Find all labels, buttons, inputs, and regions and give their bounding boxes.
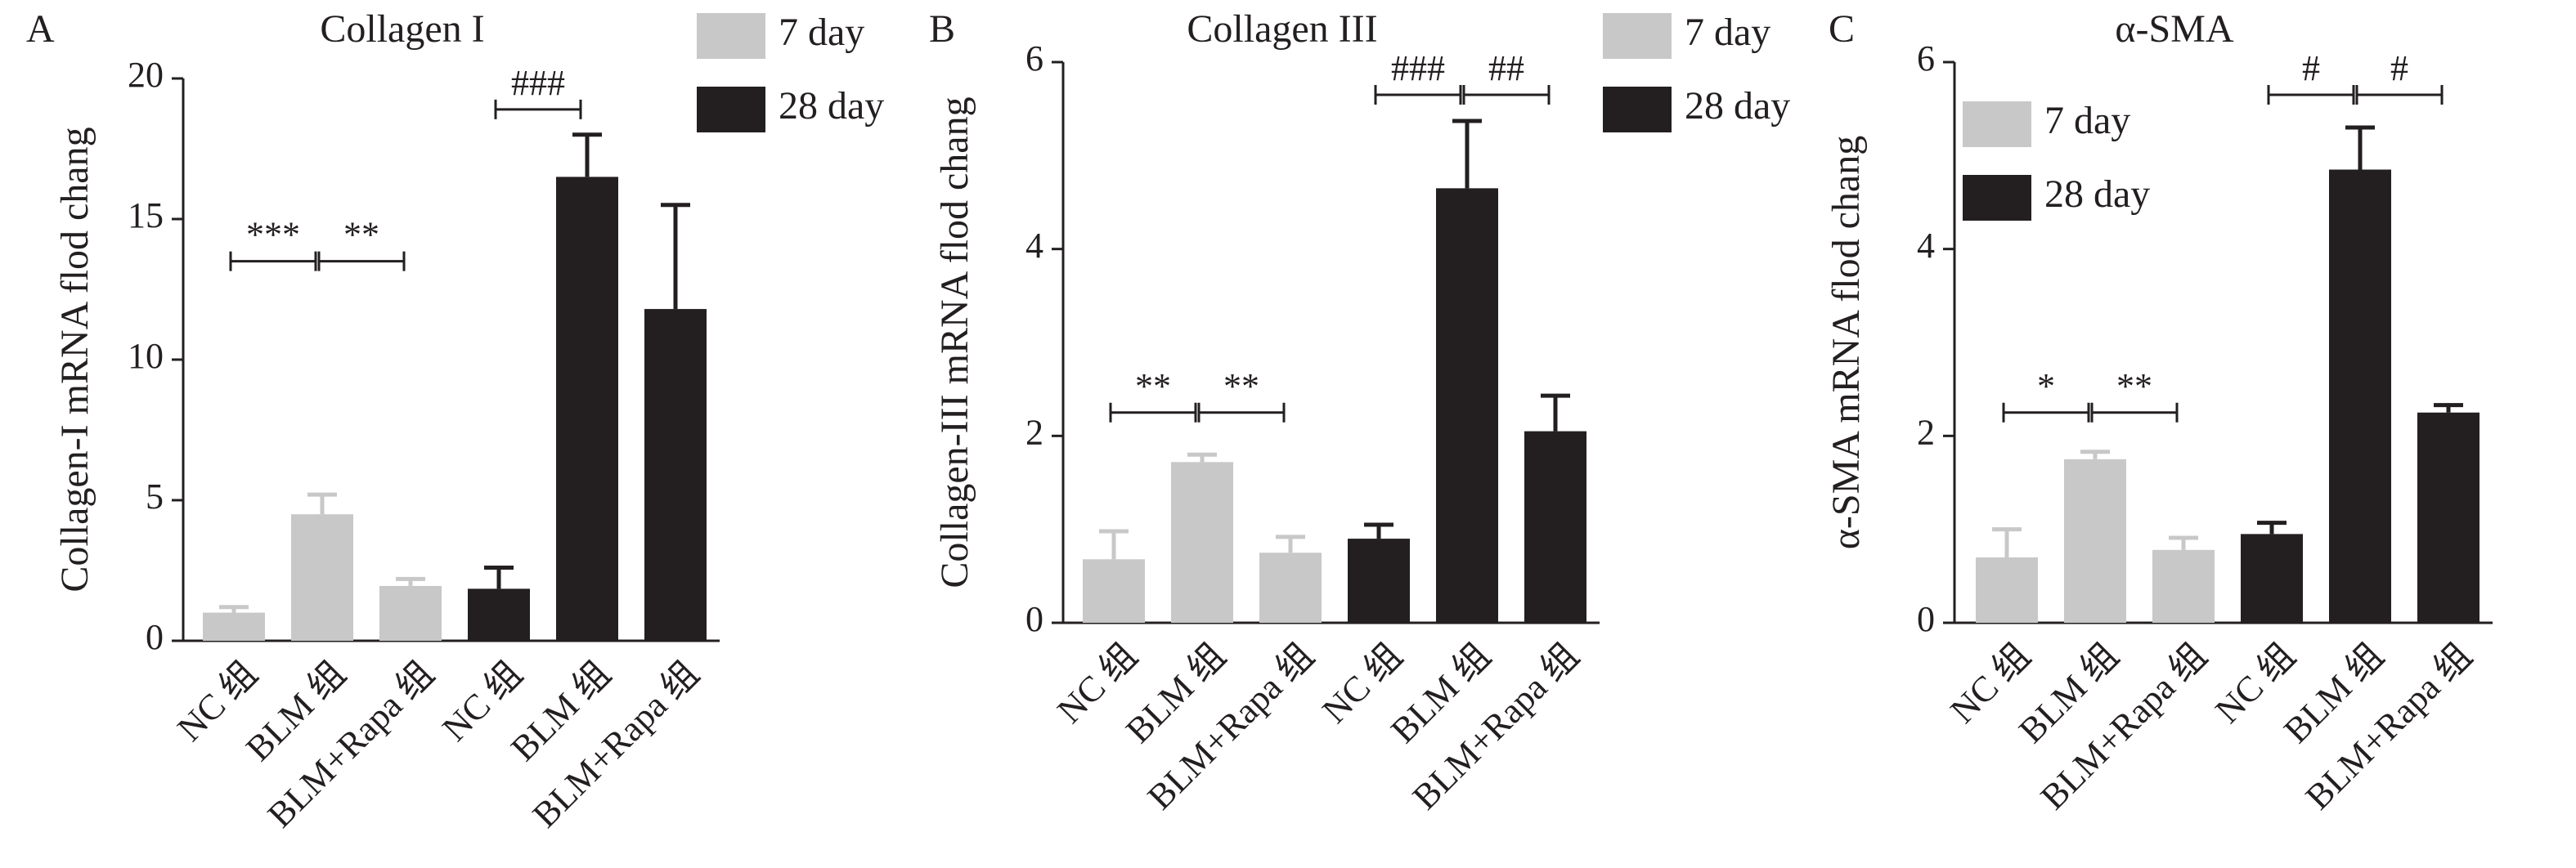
y-tick-label: 4 (1025, 226, 1043, 266)
bar (2064, 459, 2126, 623)
error-bar (484, 566, 514, 589)
significance-label: * (2037, 366, 2055, 406)
error-bar (1364, 522, 1393, 539)
error-bar (1276, 535, 1305, 553)
y-tick-label: 6 (1025, 38, 1043, 78)
legend-swatch (1603, 87, 1672, 132)
bar (1259, 553, 1322, 623)
bar (1348, 539, 1410, 623)
significance-bracket (2355, 85, 2444, 105)
y-tick-label: 10 (128, 336, 164, 376)
legend-swatch (697, 13, 765, 59)
y-tick-label: 2 (1917, 412, 1935, 452)
y-tick-label: 15 (128, 195, 164, 235)
y-axis-label: Collagen-III mRNA flod chang (933, 96, 976, 588)
significance-label: ** (1135, 366, 1171, 406)
significance-label: ### (1391, 48, 1445, 88)
significance-label: ** (2116, 366, 2152, 406)
legend-label: 7 day (2044, 99, 2130, 142)
legend-swatch (1963, 101, 2031, 147)
y-tick-label: 4 (1917, 226, 1935, 266)
error-bar (661, 203, 690, 310)
bar (379, 585, 442, 641)
legend-swatch (1603, 13, 1672, 59)
significance-label: ** (343, 215, 379, 255)
significance-bracket (1462, 85, 1551, 105)
bar (1083, 559, 1145, 623)
bar (644, 309, 707, 641)
y-axis-label: α-SMA mRNA flod chang (1824, 136, 1868, 549)
significance-bracket (317, 251, 406, 271)
significance-bracket (1109, 402, 1197, 423)
error-bar (2434, 403, 2463, 413)
error-bar (2345, 125, 2375, 170)
legend-label: 28 day (779, 84, 884, 128)
error-bar (2169, 535, 2198, 550)
bar (2329, 169, 2391, 623)
y-tick-label: 20 (128, 55, 164, 95)
error-bar (1452, 119, 1482, 189)
significance-bracket (2267, 85, 2355, 105)
panel-label: B (929, 7, 955, 51)
error-bar (396, 576, 425, 586)
significance-label: *** (246, 215, 300, 255)
error-bar (1992, 527, 2022, 557)
error-bar (1541, 393, 1570, 432)
error-bar (307, 492, 337, 515)
y-tick-label: 2 (1025, 412, 1043, 452)
error-bar (2080, 450, 2110, 459)
significance-bracket (2002, 402, 2090, 423)
error-bar (219, 605, 249, 613)
y-tick-label: 0 (1917, 599, 1935, 639)
bar (1436, 188, 1498, 624)
panel-label: A (26, 7, 55, 51)
error-bar (1187, 452, 1217, 463)
chart-title: Collagen I (320, 7, 484, 51)
bar (1976, 557, 2038, 623)
significance-label: # (2302, 48, 2320, 88)
y-axis-label: Collagen-I mRNA flod chang (53, 127, 96, 592)
bar (556, 177, 618, 641)
bar (2152, 549, 2215, 623)
significance-label: # (2390, 48, 2408, 88)
chart-title: α-SMA (2115, 7, 2234, 51)
significance-bracket (1374, 85, 1462, 105)
chart-title: Collagen III (1187, 7, 1377, 51)
error-bar (2257, 521, 2287, 535)
legend-label: 7 day (779, 11, 864, 54)
legend-swatch (697, 87, 765, 132)
significance-label: ## (1488, 48, 1524, 88)
panel-label: C (1829, 7, 1855, 51)
bar (291, 514, 353, 641)
significance-bracket (2090, 402, 2179, 423)
significance-label: ### (511, 63, 565, 103)
legend-label: 28 day (1685, 84, 1790, 128)
bar (468, 588, 530, 641)
y-tick-label: 6 (1917, 38, 1935, 78)
y-tick-label: 0 (1025, 599, 1043, 639)
significance-bracket (229, 251, 317, 271)
bar (1171, 462, 1233, 623)
significance-bracket (1197, 402, 1286, 423)
y-tick-label: 0 (146, 617, 164, 657)
legend-swatch (1963, 175, 2031, 221)
error-bar (1099, 529, 1129, 560)
legend-label: 28 day (2044, 172, 2150, 216)
y-tick-label: 5 (146, 477, 164, 517)
significance-label: ** (1223, 366, 1259, 406)
bar (1524, 431, 1586, 623)
legend-label: 7 day (1685, 11, 1770, 54)
significance-bracket (494, 99, 582, 119)
bar (2417, 412, 2480, 623)
bar (203, 612, 265, 641)
error-bar (572, 132, 602, 177)
bar (2241, 534, 2303, 623)
